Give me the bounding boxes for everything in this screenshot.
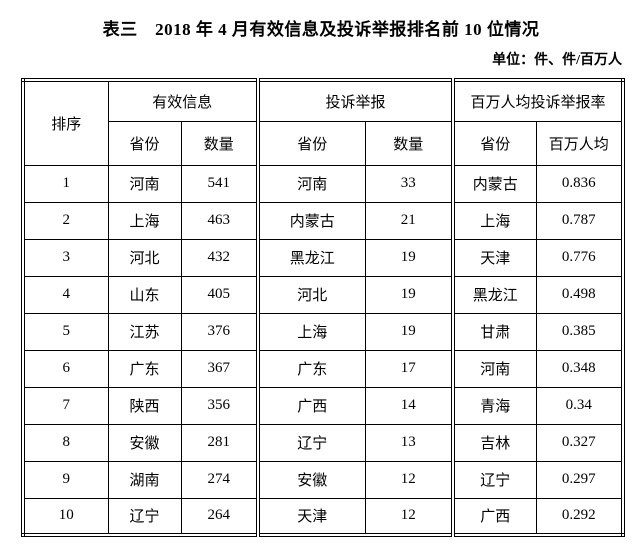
column-group-valid-info: 有效信息 — [107, 79, 259, 122]
table-row: 2 上海 463 内蒙古 21 上海 0.787 — [22, 201, 624, 240]
table-row: 6 广东 367 广东 17 河南 0.348 — [22, 349, 624, 388]
table-header-row-groups: 排序 有效信息 投诉举报 百万人均投诉举报率 — [22, 79, 624, 166]
unit-note: 单位：件、件/百万人 — [492, 53, 622, 68]
cell-complaint-count: 19 — [364, 238, 454, 277]
cell-valid-province: 安徽 — [107, 423, 182, 462]
cell-valid-count: 274 — [180, 460, 259, 499]
cell-rate-province: 内蒙古 — [451, 164, 537, 203]
cell-valid-count: 432 — [180, 238, 259, 277]
table-row: 7 陕西 356 广西 14 青海 0.34 — [22, 386, 624, 425]
column-group-per-million-rate: 百万人均投诉举报率 — [451, 79, 624, 122]
table-row: 1 河南 541 河南 33 内蒙古 0.836 — [22, 164, 624, 203]
column-header-province-rate: 省份 — [451, 120, 537, 166]
column-header-rank: 排序 — [22, 79, 109, 166]
cell-rank: 4 — [22, 275, 109, 314]
cell-rate-province: 黑龙江 — [451, 275, 537, 314]
cell-complaint-count: 21 — [364, 201, 454, 240]
cell-rate-province: 天津 — [451, 238, 537, 277]
cell-rank: 1 — [22, 164, 109, 203]
cell-complaint-province: 黑龙江 — [256, 238, 366, 277]
column-group-complaints: 投诉举报 — [256, 79, 454, 122]
cell-valid-province: 辽宁 — [107, 497, 182, 536]
cell-rank: 3 — [22, 238, 109, 277]
cell-rate-province: 青海 — [451, 386, 537, 425]
cell-rank: 6 — [22, 349, 109, 388]
column-header-per-million: 百万人均 — [535, 120, 624, 166]
cell-valid-province: 山东 — [107, 275, 182, 314]
cell-rate-value: 0.327 — [535, 423, 624, 462]
cell-rate-value: 0.34 — [535, 386, 624, 425]
cell-valid-province: 陕西 — [107, 386, 182, 425]
cell-rank: 2 — [22, 201, 109, 240]
cell-valid-province: 江苏 — [107, 312, 182, 351]
cell-complaint-province: 广西 — [256, 386, 366, 425]
table-row: 9 湖南 274 安徽 12 辽宁 0.297 — [22, 460, 624, 499]
cell-complaint-count: 19 — [364, 275, 454, 314]
column-header-quantity-complaints: 数量 — [364, 120, 454, 166]
cell-complaint-province: 上海 — [256, 312, 366, 351]
cell-rank: 10 — [22, 497, 109, 536]
cell-rate-value: 0.787 — [535, 201, 624, 240]
cell-valid-province: 河南 — [107, 164, 182, 203]
cell-valid-count: 367 — [180, 349, 259, 388]
cell-rate-province: 河南 — [451, 349, 537, 388]
cell-valid-count: 281 — [180, 423, 259, 462]
cell-complaint-province: 河北 — [256, 275, 366, 314]
cell-rate-province: 上海 — [451, 201, 537, 240]
page-title: 表三 2018 年 4 月有效信息及投诉举报排名前 10 位情况 — [102, 20, 540, 39]
cell-complaint-province: 天津 — [256, 497, 366, 536]
table-row: 4 山东 405 河北 19 黑龙江 0.498 — [22, 275, 624, 314]
cell-valid-count: 264 — [180, 497, 259, 536]
cell-rate-province: 辽宁 — [451, 460, 537, 499]
cell-complaint-count: 14 — [364, 386, 454, 425]
cell-rate-province: 广西 — [451, 497, 537, 536]
cell-rate-value: 0.776 — [535, 238, 624, 277]
cell-complaint-province: 辽宁 — [256, 423, 366, 462]
cell-rank: 7 — [22, 386, 109, 425]
cell-rate-value: 0.498 — [535, 275, 624, 314]
cell-valid-province: 上海 — [107, 201, 182, 240]
cell-complaint-count: 13 — [364, 423, 454, 462]
cell-complaint-province: 内蒙古 — [256, 201, 366, 240]
table-row: 5 江苏 376 上海 19 甘肃 0.385 — [22, 312, 624, 351]
cell-rate-value: 0.836 — [535, 164, 624, 203]
cell-complaint-count: 17 — [364, 349, 454, 388]
cell-rate-value: 0.385 — [535, 312, 624, 351]
table-row: 10 辽宁 264 天津 12 广西 0.292 — [22, 497, 624, 536]
cell-valid-count: 356 — [180, 386, 259, 425]
cell-rank: 9 — [22, 460, 109, 499]
cell-valid-count: 541 — [180, 164, 259, 203]
cell-complaint-count: 12 — [364, 460, 454, 499]
cell-rank: 8 — [22, 423, 109, 462]
ranking-table: 排序 有效信息 投诉举报 百万人均投诉举报率 省份 数量 省份 数量 省份 百万… — [21, 78, 626, 537]
table-row: 3 河北 432 黑龙江 19 天津 0.776 — [22, 238, 624, 277]
cell-valid-count: 463 — [180, 201, 259, 240]
cell-complaint-count: 12 — [364, 497, 454, 536]
cell-valid-province: 湖南 — [107, 460, 182, 499]
cell-rank: 5 — [22, 312, 109, 351]
cell-valid-province: 广东 — [107, 349, 182, 388]
column-header-province-valid: 省份 — [107, 120, 182, 166]
cell-valid-count: 405 — [180, 275, 259, 314]
cell-complaint-count: 33 — [364, 164, 454, 203]
cell-rate-province: 甘肃 — [451, 312, 537, 351]
cell-valid-province: 河北 — [107, 238, 182, 277]
cell-complaint-province: 广东 — [256, 349, 366, 388]
cell-valid-count: 376 — [180, 312, 259, 351]
cell-complaint-province: 安徽 — [256, 460, 366, 499]
cell-rate-value: 0.348 — [535, 349, 624, 388]
cell-rate-value: 0.297 — [535, 460, 624, 499]
cell-rate-province: 吉林 — [451, 423, 537, 462]
column-header-quantity-valid: 数量 — [180, 120, 259, 166]
cell-complaint-province: 河南 — [256, 164, 366, 203]
column-header-province-complaints: 省份 — [256, 120, 366, 166]
table-row: 8 安徽 281 辽宁 13 吉林 0.327 — [22, 423, 624, 462]
cell-rate-value: 0.292 — [535, 497, 624, 536]
cell-complaint-count: 19 — [364, 312, 454, 351]
table-header-row-sub: 省份 数量 省份 数量 省份 百万人均 — [23, 120, 624, 166]
